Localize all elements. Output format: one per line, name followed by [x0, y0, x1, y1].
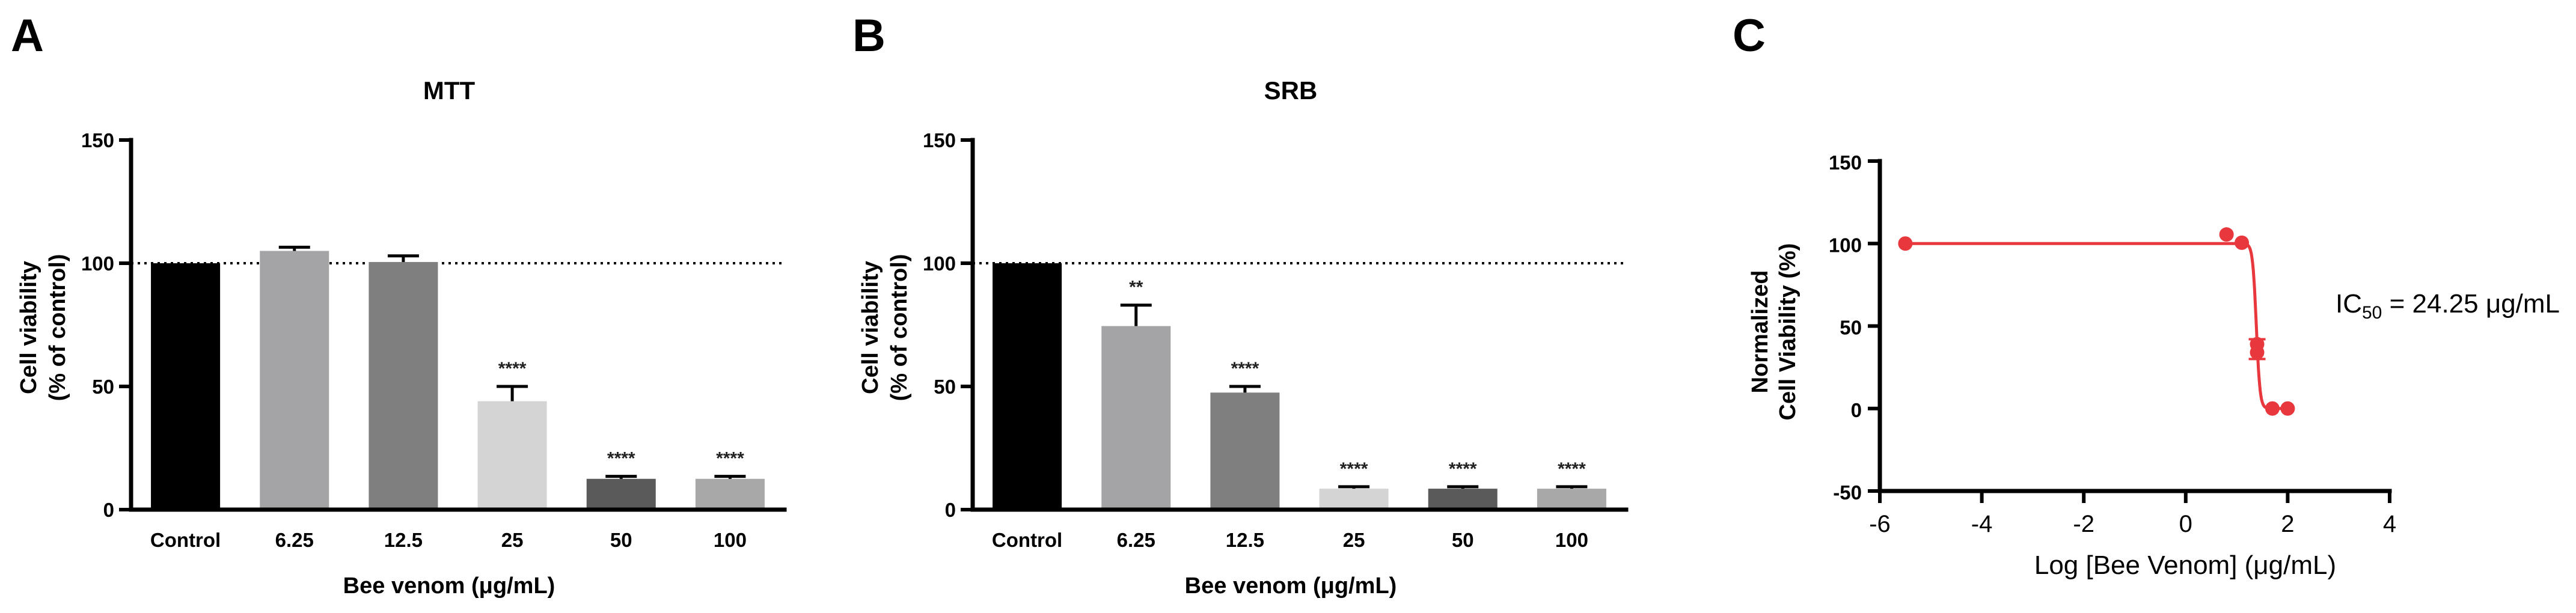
y-axis-title-line2: Cell Viability (%) — [1775, 243, 1800, 421]
x-tick-label-2: -2 — [2073, 511, 2094, 537]
x-tick-label-3: 25 — [1343, 529, 1365, 551]
significance-label-4: **** — [607, 449, 635, 469]
panel-b: B SRB Control ** 6.25 **** 12.5 **** 25 **** 50 *… — [842, 0, 1671, 613]
significance-label-3: **** — [1340, 459, 1368, 479]
bar-3 — [477, 401, 547, 510]
chart-title: MTT — [423, 76, 476, 105]
x-axis-title: Bee venom (μg/mL) — [343, 573, 555, 599]
y-tick-label-0: 0 — [945, 499, 956, 521]
data-point-1 — [2219, 227, 2234, 242]
significance-label-3: **** — [498, 359, 527, 379]
x-tick-label-4: 50 — [610, 529, 632, 551]
bar-0 — [151, 263, 221, 510]
significance-label-5: **** — [716, 449, 744, 469]
panel-label: B — [852, 10, 886, 61]
x-tick-label-2: 12.5 — [384, 529, 423, 551]
bar-2 — [369, 261, 438, 510]
ic50-prefix: IC — [2336, 289, 2362, 319]
bar-1 — [1101, 326, 1171, 510]
x-tick-label-1: 6.25 — [1117, 529, 1155, 551]
bar-4 — [586, 478, 656, 510]
panel-label: C — [1733, 10, 1766, 61]
y-axis-title-line1: Normalized — [1748, 270, 1773, 394]
x-tick-label-4: 2 — [2281, 511, 2294, 537]
plot-area: Control 6.25 12.5 **** 25 **** 50 **** 100 0 50 100… — [81, 129, 787, 551]
y-tick-label-3: 100 — [1829, 234, 1862, 256]
y-tick-label-0: -50 — [1833, 481, 1862, 504]
x-tick-label-2: 12.5 — [1226, 529, 1264, 551]
ic50-subscript: 50 — [2362, 303, 2382, 323]
panel-label: A — [11, 10, 44, 61]
x-tick-label-0: -6 — [1869, 511, 1891, 537]
plot-area: -50 0 50 100 150 -6 -4 -2 0 2 4 — [1829, 151, 2396, 537]
panel-a: A MTT Control 6.25 12.5 **** 25 **** 50 **** 100… — [0, 0, 830, 613]
x-axis-title: Bee venom (μg/mL) — [1185, 573, 1397, 599]
y-tick-label-0: 0 — [103, 499, 114, 521]
significance-label-1: ** — [1129, 278, 1143, 297]
bar-4 — [1428, 489, 1498, 510]
y-tick-label-4: 150 — [1829, 151, 1862, 174]
y-axis-title-line2: (% of control) — [887, 254, 912, 401]
x-axis-title: Log [Bee Venom] (μg/mL) — [2034, 550, 2336, 580]
y-tick-label-1: 50 — [92, 376, 114, 398]
ic50-annotation: IC50 = 24.25 μg/mL — [2336, 289, 2560, 323]
y-tick-label-2: 50 — [1840, 317, 1862, 339]
chart-title: SRB — [1264, 76, 1318, 105]
bar-2 — [1210, 392, 1280, 510]
x-tick-label-5: 100 — [714, 529, 747, 551]
x-tick-label-0: Control — [992, 529, 1062, 551]
data-point-2 — [2235, 235, 2250, 250]
bar-5 — [1537, 489, 1606, 510]
significance-label-2: **** — [1231, 359, 1259, 379]
x-tick-label-4: 50 — [1452, 529, 1474, 551]
significance-label-4: **** — [1449, 459, 1477, 479]
y-axis-title-line1: Cell viability — [858, 261, 883, 394]
x-tick-label-5: 4 — [2383, 511, 2396, 537]
y-tick-label-2: 100 — [923, 252, 956, 275]
x-tick-label-3: 0 — [2179, 511, 2192, 537]
srb-bar-chart: B SRB Control ** 6.25 **** 12.5 **** 25 **** 50 *… — [852, 10, 1629, 599]
y-tick-label-3: 150 — [81, 129, 114, 151]
y-tick-label-2: 100 — [81, 252, 114, 275]
x-tick-label-0: Control — [150, 529, 221, 551]
data-point-0 — [1898, 236, 1913, 251]
y-tick-label-1: 50 — [934, 376, 956, 398]
significance-label-5: **** — [1558, 459, 1586, 479]
bar-3 — [1319, 489, 1389, 510]
data-point-6 — [2280, 401, 2295, 416]
data-point-5 — [2265, 401, 2280, 416]
panel-c: C -50 0 50 100 150 -6 -4 -2 0 2 4 Normalized Cell … — [1719, 0, 2573, 613]
y-axis-title-line1: Cell viability — [16, 261, 41, 394]
y-tick-label-3: 150 — [923, 129, 956, 151]
plot-area: Control ** 6.25 **** 12.5 **** 25 **** 50 **** 100… — [923, 129, 1629, 551]
x-tick-label-3: 25 — [501, 529, 524, 551]
dose-response-chart: C -50 0 50 100 150 -6 -4 -2 0 2 4 Normalized Cell … — [1733, 10, 2560, 580]
y-tick-label-1: 0 — [1851, 399, 1862, 421]
ic50-value: = 24.25 μg/mL — [2382, 289, 2560, 319]
fit-curve — [1905, 242, 2288, 410]
mtt-bar-chart: A MTT Control 6.25 12.5 **** 25 **** 50 **** 100… — [11, 10, 787, 599]
data-point-4 — [2250, 345, 2265, 360]
x-tick-label-1: 6.25 — [275, 529, 314, 551]
bar-0 — [993, 263, 1062, 510]
x-tick-label-5: 100 — [1555, 529, 1588, 551]
y-axis-title-line2: (% of control) — [45, 254, 70, 401]
bar-5 — [695, 478, 765, 510]
bar-1 — [260, 251, 329, 510]
x-tick-label-1: -4 — [1971, 511, 1993, 537]
